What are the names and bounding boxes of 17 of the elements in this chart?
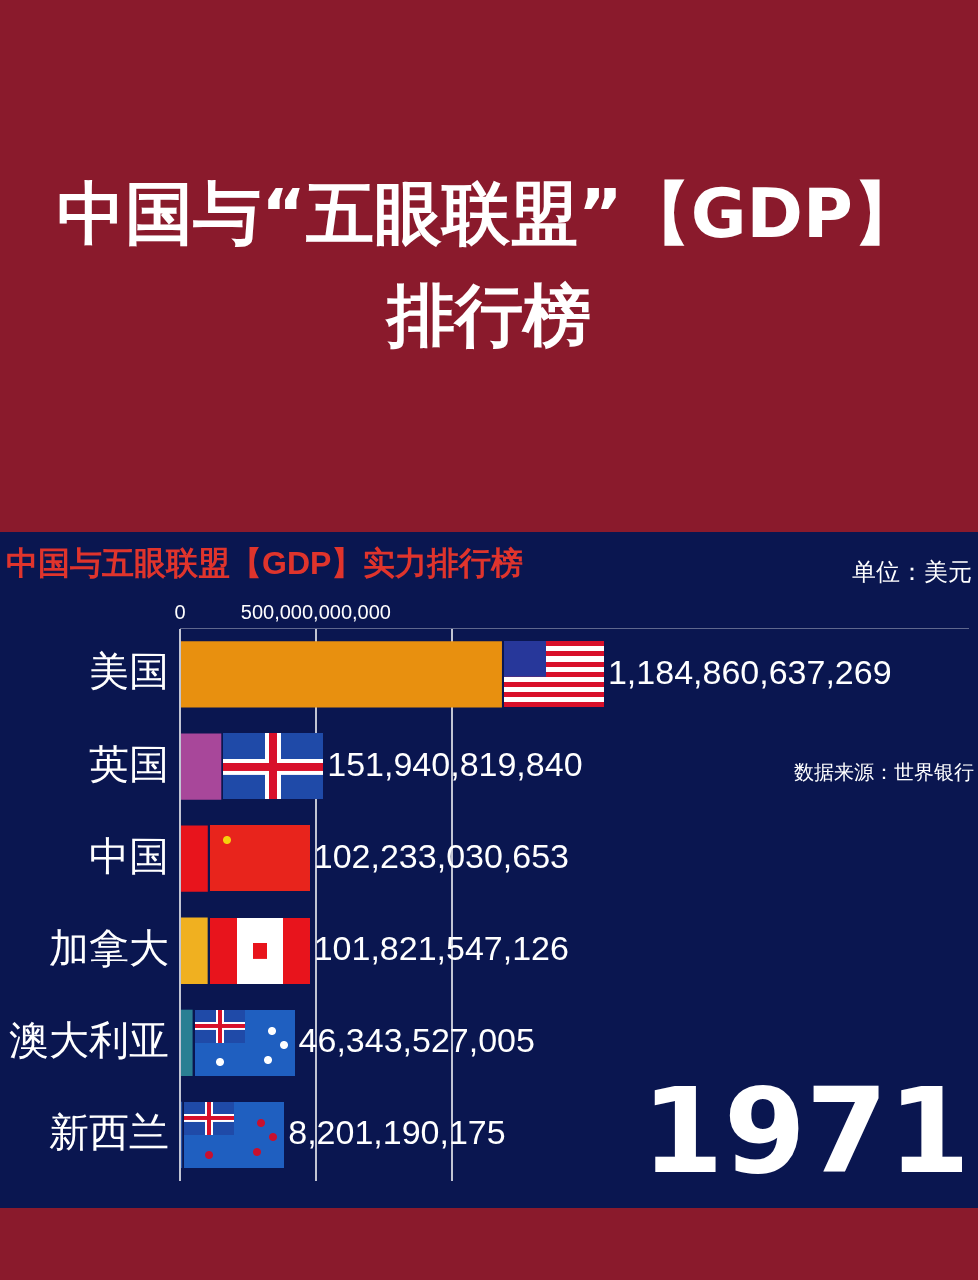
chart-title: 中国与“五眼联盟”【GDP】排行榜 xyxy=(56,173,922,357)
y-tick-label: 美国 xyxy=(89,649,169,694)
bar xyxy=(181,917,208,984)
bar xyxy=(181,1009,193,1077)
y-tick-label: 新西兰 xyxy=(49,1109,169,1154)
annotation: 1971 xyxy=(641,1061,970,1200)
bar xyxy=(181,825,208,892)
annotation: 数据来源：世界银行 xyxy=(794,760,974,785)
y-tick-label: 加拿大 xyxy=(49,925,169,970)
text: 单位：美元 xyxy=(852,558,972,587)
y-tick-label: 英国 xyxy=(89,741,169,786)
x-tick-label: 0 xyxy=(174,600,186,623)
chart-subtitle: 中国与五眼联盟【GDP】实力排行榜 xyxy=(6,545,524,582)
y-tick-label: 中国 xyxy=(89,833,169,878)
y-tick-label: 澳大利亚 xyxy=(9,1017,169,1062)
x-tick-label: 500,000,000,000 xyxy=(240,600,391,623)
data-label: 1,184,860,637,269 xyxy=(607,652,892,691)
